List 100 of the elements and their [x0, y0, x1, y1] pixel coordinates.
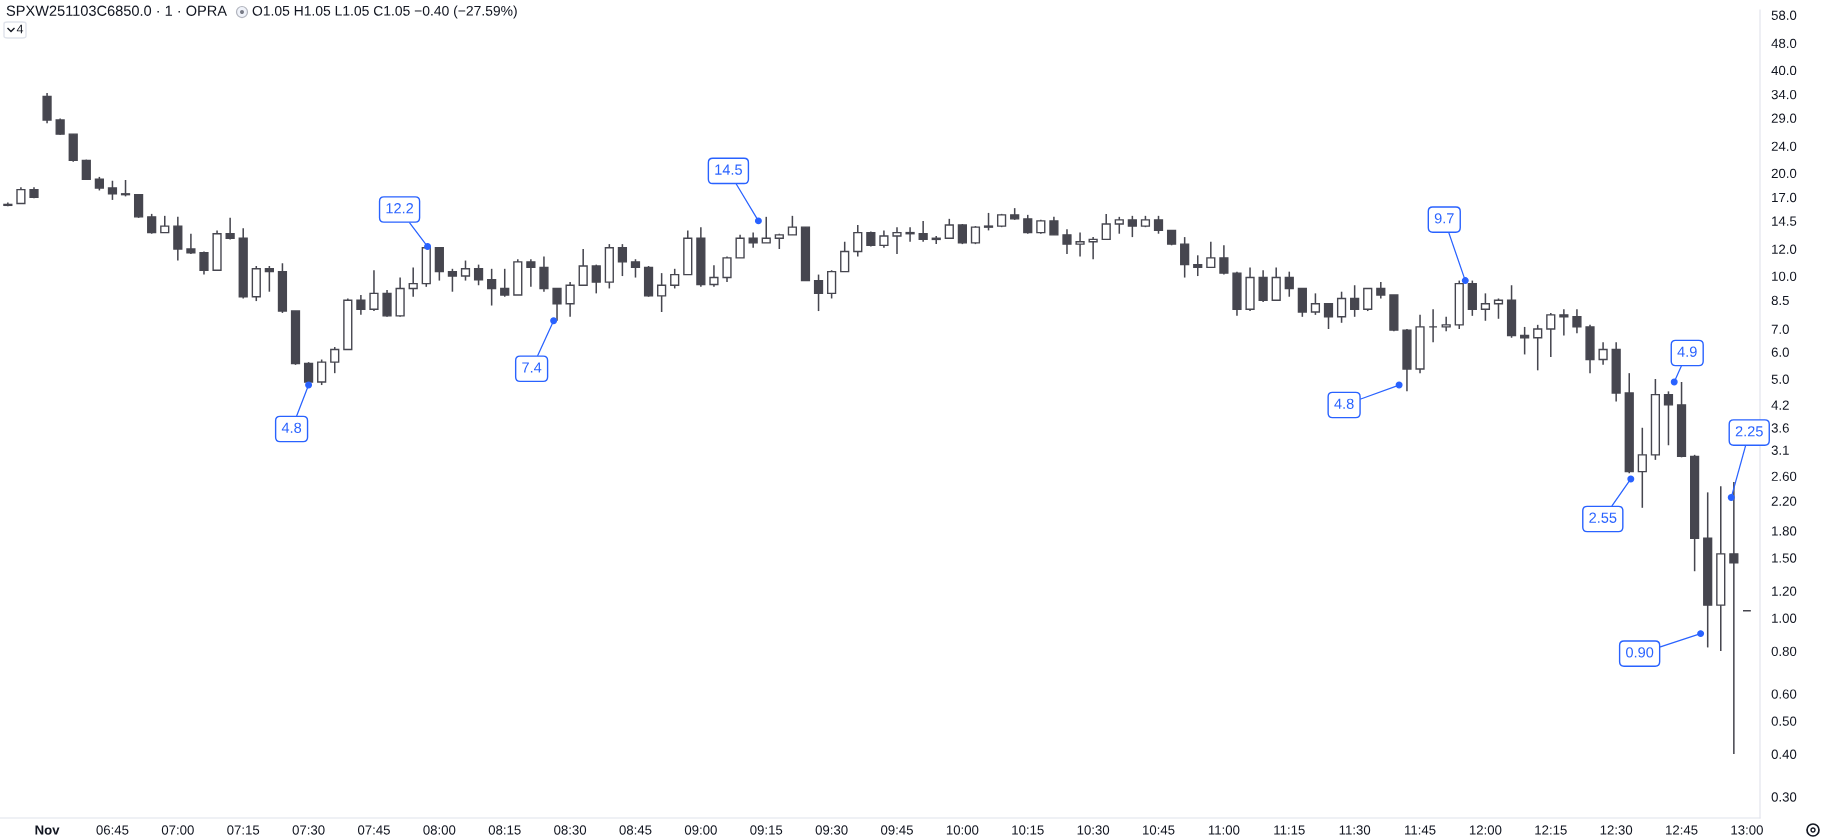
annotation: 9.7 — [1434, 213, 1454, 224]
y-tick-label: 34.0 — [1771, 89, 1797, 100]
y-tick-label: 17.0 — [1772, 192, 1797, 203]
candlestick — [1219, 244, 1229, 276]
x-tick-label: 11:30 — [1339, 825, 1371, 835]
candlestick — [264, 265, 274, 293]
candlestick — [186, 232, 196, 255]
candlestick — [1559, 308, 1569, 337]
candlestick — [1533, 324, 1543, 372]
y-tick-label: 1.50 — [1772, 553, 1797, 563]
x-tick-label: 08:15 — [488, 825, 521, 835]
candlestick — [1572, 308, 1582, 335]
candlestick — [473, 263, 484, 287]
y-tick-label: 7.0 — [1771, 324, 1789, 334]
x-tick-label: 10:30 — [1077, 825, 1110, 835]
candlestick — [1350, 284, 1360, 318]
candlestick — [1180, 236, 1190, 279]
annotation: 2.55 — [1589, 512, 1617, 523]
candlestick — [670, 268, 680, 290]
candlestick — [408, 266, 418, 298]
chart-title: SPXW251103C6850.0 · 1 · OPRA — [6, 5, 227, 16]
candlestick — [944, 218, 954, 240]
x-tick-label: 07:30 — [292, 825, 325, 835]
candlestick — [1493, 297, 1504, 320]
candlestick — [1637, 427, 1647, 509]
x-tick-label: 07:45 — [357, 825, 390, 835]
candlestick — [840, 240, 850, 273]
y-tick-label: 12.0 — [1772, 244, 1797, 254]
y-tick-label: 2.20 — [1771, 496, 1797, 506]
y-tick-label: 3.1 — [1771, 445, 1789, 455]
annotation: 12.2 — [386, 203, 414, 214]
y-tick-label: 24.0 — [1771, 141, 1797, 151]
candlestick — [1297, 287, 1307, 318]
x-tick-label: 12:45 — [1666, 825, 1698, 835]
candlestick — [905, 226, 915, 243]
candlestick — [1075, 231, 1085, 258]
y-tick-label: 1.00 — [1772, 613, 1797, 623]
y-tick-label: 48.0 — [1771, 38, 1797, 49]
x-tick-label: 08:45 — [619, 825, 652, 835]
candlestick — [107, 179, 118, 201]
candlestick — [617, 243, 628, 277]
x-tick-label: 06:45 — [96, 825, 129, 835]
candlestick — [565, 281, 575, 318]
x-tick-label: 09:45 — [881, 825, 913, 835]
candlestick — [827, 269, 837, 300]
candlestick — [487, 268, 497, 307]
x-tick-label: 09:30 — [815, 825, 848, 835]
x-tick-label: 11:45 — [1405, 825, 1436, 835]
candlestick — [787, 215, 798, 236]
annotation: 7.4 — [522, 362, 542, 373]
candlestick — [356, 294, 366, 316]
annotation: 2.25 — [1735, 426, 1763, 437]
candlestick — [460, 259, 471, 282]
candlestick — [709, 264, 719, 288]
candlestick — [1441, 316, 1451, 332]
candlestick — [722, 255, 732, 283]
x-tick-label: 11:00 — [1208, 825, 1240, 835]
candlestick — [591, 263, 601, 295]
x-tick-label: 07:15 — [227, 825, 260, 835]
candlestick — [1101, 213, 1111, 241]
candlestick — [1310, 292, 1321, 316]
candlestick — [500, 268, 510, 298]
candlestick — [1598, 341, 1608, 366]
candlestick — [1363, 287, 1373, 312]
candlestick — [539, 255, 549, 293]
y-tick-label: 0.40 — [1771, 749, 1797, 759]
y-tick-label: 5.0 — [1771, 374, 1789, 384]
candlestick — [1663, 390, 1674, 447]
candlestick — [1284, 270, 1294, 298]
y-tick-label: 8.5 — [1771, 295, 1789, 306]
candlestick — [1323, 302, 1334, 330]
candlestick — [147, 213, 157, 235]
x-tick-label: 10:00 — [946, 825, 979, 835]
candlestick — [813, 273, 824, 312]
y-tick-label: 20.0 — [1771, 168, 1797, 179]
candlestick — [1206, 240, 1216, 269]
candlestick — [369, 269, 379, 312]
x-tick-label: Nov — [35, 825, 60, 835]
x-tick-label: 12:00 — [1469, 825, 1502, 835]
y-tick-label: 6.0 — [1771, 347, 1789, 357]
y-tick-label: 14.5 — [1772, 216, 1797, 226]
x-tick-label: 12:30 — [1600, 825, 1633, 835]
annotation: 4.8 — [1334, 398, 1354, 409]
y-tick-label: 2.60 — [1771, 471, 1797, 481]
candlestick — [918, 220, 928, 243]
candlestick — [1193, 254, 1203, 277]
candlestick — [173, 216, 183, 262]
candlestick — [1023, 214, 1033, 235]
candlestick — [447, 268, 458, 293]
annotation: 4.9 — [1677, 346, 1697, 357]
y-tick-label: 3.6 — [1771, 423, 1789, 433]
x-tick-label: 10:45 — [1143, 825, 1175, 835]
candlestick — [330, 346, 340, 374]
y-tick-label: 40.0 — [1771, 65, 1797, 76]
candlestick — [382, 289, 392, 318]
candlestick — [42, 92, 52, 124]
candlestick — [1546, 312, 1556, 358]
y-tick-label: 4.2 — [1771, 400, 1789, 410]
x-tick-label: 08:00 — [423, 825, 456, 835]
candlestick — [526, 258, 536, 288]
